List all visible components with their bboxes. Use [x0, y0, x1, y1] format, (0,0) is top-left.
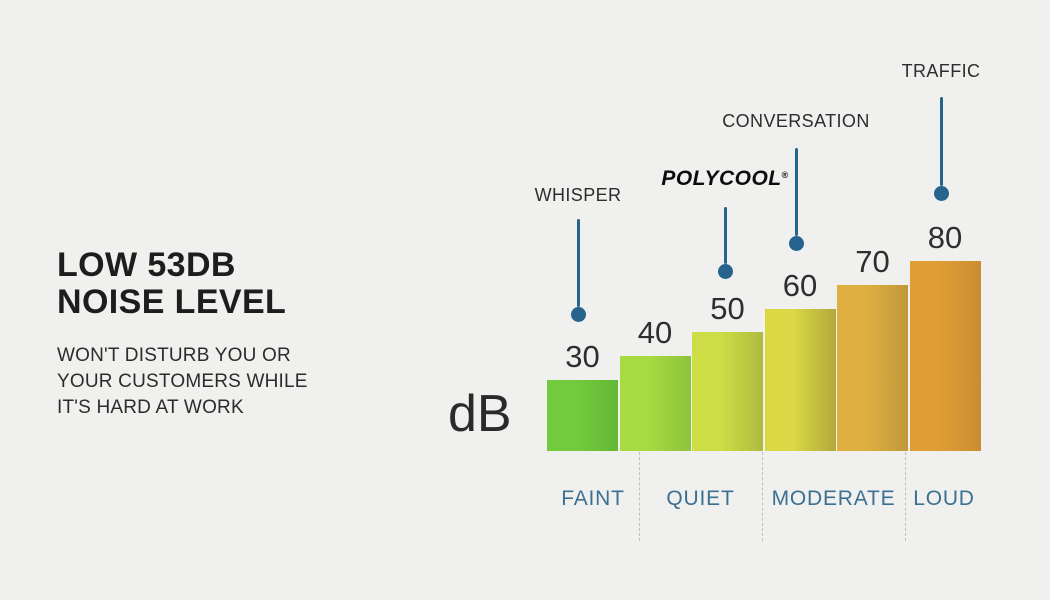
bar-60db — [764, 309, 836, 451]
headline-line-1: LOW 53DB — [57, 246, 236, 284]
annotation-pin-dot — [570, 306, 586, 322]
headline-line-2: NOISE LEVEL — [57, 283, 287, 321]
bar-70db — [837, 285, 908, 451]
annotation-pin-line — [576, 219, 580, 307]
category-label-quiet: QUIET — [666, 487, 735, 510]
annotation-label-polycool: POLYCOOL® — [605, 165, 845, 190]
annotation-label-traffic: TRAFFIC — [901, 61, 981, 81]
bar-40db — [619, 356, 691, 451]
subheadline-line-3: IT'S HARD AT WORK — [57, 397, 244, 418]
annotation-pin-line — [939, 97, 943, 186]
bar-value-label: 80 — [927, 220, 963, 255]
left-text-panel: LOW 53DB NOISE LEVEL WON'T DISTURB YOU O… — [57, 247, 308, 421]
annotation-pin-line — [794, 148, 798, 236]
category-label-faint: FAINT — [561, 487, 625, 510]
subheadline-line-1: WON'T DISTURB YOU OR — [57, 345, 291, 366]
bar-value-label: 70 — [855, 244, 890, 279]
category-label-loud: LOUD — [913, 487, 975, 510]
annotation-label-conversation: CONVERSATION — [722, 111, 870, 131]
annotation-pin-dot — [933, 185, 949, 201]
category-separator-line — [905, 452, 906, 541]
bar-30db — [547, 380, 618, 451]
category-label-moderate: MODERATE — [771, 487, 896, 510]
db-unit-label: dB — [448, 385, 512, 443]
category-separator-line — [639, 452, 640, 541]
bar-value-label: 30 — [565, 339, 600, 374]
bar-value-label: 40 — [637, 315, 673, 350]
polycool-logo: POLYCOOL — [661, 167, 782, 190]
bar-80db — [909, 261, 981, 451]
bar-50db — [692, 332, 763, 451]
bar-value-label: 50 — [710, 291, 745, 326]
annotation-pin-dot — [717, 263, 733, 279]
bar-value-label: 60 — [782, 268, 818, 303]
subheadline: WON'T DISTURB YOU OR YOUR CUSTOMERS WHIL… — [57, 343, 308, 421]
annotation-pin-line — [723, 207, 727, 264]
annotation-label-whisper: WHISPER — [534, 185, 622, 205]
registered-trademark-icon: ® — [781, 170, 789, 180]
annotation-pin-dot — [788, 235, 804, 251]
subheadline-line-2: YOUR CUSTOMERS WHILE — [57, 371, 308, 392]
category-separator-line — [762, 452, 763, 541]
headline: LOW 53DB NOISE LEVEL — [57, 247, 308, 321]
